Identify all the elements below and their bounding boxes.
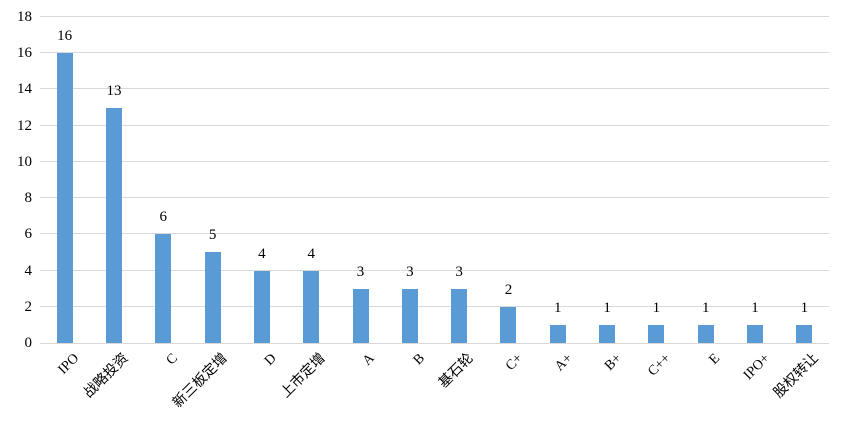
bar-value-label: 1	[652, 300, 661, 316]
y-axis-tick-label: 2	[24, 298, 33, 315]
x-axis-category-label: B	[410, 351, 428, 369]
gridline	[40, 16, 829, 17]
x-axis-category-label: 战略投资	[81, 351, 132, 402]
bar	[204, 252, 221, 343]
x-axis-category-label: C+	[503, 351, 527, 374]
x-axis-category-label: A+	[552, 351, 576, 375]
y-axis-tick-label: 14	[17, 81, 32, 98]
bar	[401, 289, 418, 343]
x-axis-category-label: IPO+	[740, 351, 773, 384]
bar	[796, 325, 813, 343]
bar	[155, 234, 172, 343]
x-axis-category-label: A	[360, 351, 379, 369]
bar-value-label: 3	[455, 264, 463, 280]
gridline	[40, 125, 829, 126]
x-axis-category-label: IPO	[55, 351, 83, 378]
bar	[253, 271, 270, 343]
bar-value-label: 1	[554, 300, 562, 316]
gridline	[40, 306, 829, 307]
bar-value-label: 4	[307, 246, 315, 262]
bar	[747, 325, 764, 343]
bar-value-label: 3	[356, 264, 365, 280]
y-axis-tick-label: 12	[17, 117, 32, 134]
gridline	[40, 88, 829, 89]
bar	[599, 325, 616, 343]
x-axis-category-label: 上市定增	[278, 351, 329, 402]
y-axis-tick-label: 8	[24, 190, 33, 207]
gridline	[40, 233, 829, 234]
bar	[451, 289, 468, 343]
gridline	[40, 52, 829, 53]
bar-value-label: 6	[159, 209, 168, 225]
bar-value-label: 1	[603, 300, 611, 316]
bar	[549, 325, 566, 343]
gridline	[40, 270, 829, 271]
bar-value-label: 5	[208, 227, 217, 243]
gridline	[40, 161, 829, 162]
x-axis: IPO 战略投资 C 新三板定增 D 上市定增 A B 基石轮 C+ A+ B+ C++ E IPO+ 股权转…	[40, 351, 829, 443]
gridline	[40, 197, 829, 198]
bar	[56, 53, 73, 343]
bar-value-label: 16	[57, 28, 73, 44]
y-axis-tick-label: 10	[17, 153, 32, 170]
bar	[352, 289, 369, 343]
y-axis-tick-label: 0	[24, 335, 33, 351]
bar-value-label: 1	[751, 300, 759, 316]
y-axis-tick-label: 18	[17, 9, 32, 25]
x-axis-category-label: 股权转让	[771, 351, 822, 402]
bar	[648, 325, 665, 343]
bar-value-label: 1	[800, 300, 809, 316]
bar	[697, 325, 714, 343]
y-axis: 0 2 4 6 8 10 12 14 16 18	[0, 0, 32, 443]
plot-area: 16 13 6 5 4 4 3 3 3 2 1 1 1 1 1 1	[40, 16, 829, 344]
x-axis-category-label: E	[706, 351, 724, 368]
bar	[105, 108, 122, 343]
x-axis-category-label: D	[261, 351, 280, 369]
x-axis-category-label: C	[163, 351, 181, 369]
bar	[500, 307, 517, 343]
y-axis-tick-label: 6	[24, 226, 33, 243]
y-axis-tick-label: 4	[24, 262, 33, 279]
x-axis-category-label: 基石轮	[436, 351, 477, 392]
bar-value-label: 2	[504, 282, 513, 298]
bar-value-label: 3	[406, 264, 414, 280]
bar	[303, 271, 320, 343]
bar-value-label: 13	[106, 83, 122, 99]
x-axis-category-label: B+	[601, 351, 625, 374]
bar-value-label: 4	[258, 246, 266, 262]
gridline	[40, 343, 829, 344]
y-axis-tick-label: 16	[17, 45, 32, 62]
bar-value-label: 1	[701, 300, 710, 316]
x-axis-category-label: C++	[645, 351, 675, 380]
